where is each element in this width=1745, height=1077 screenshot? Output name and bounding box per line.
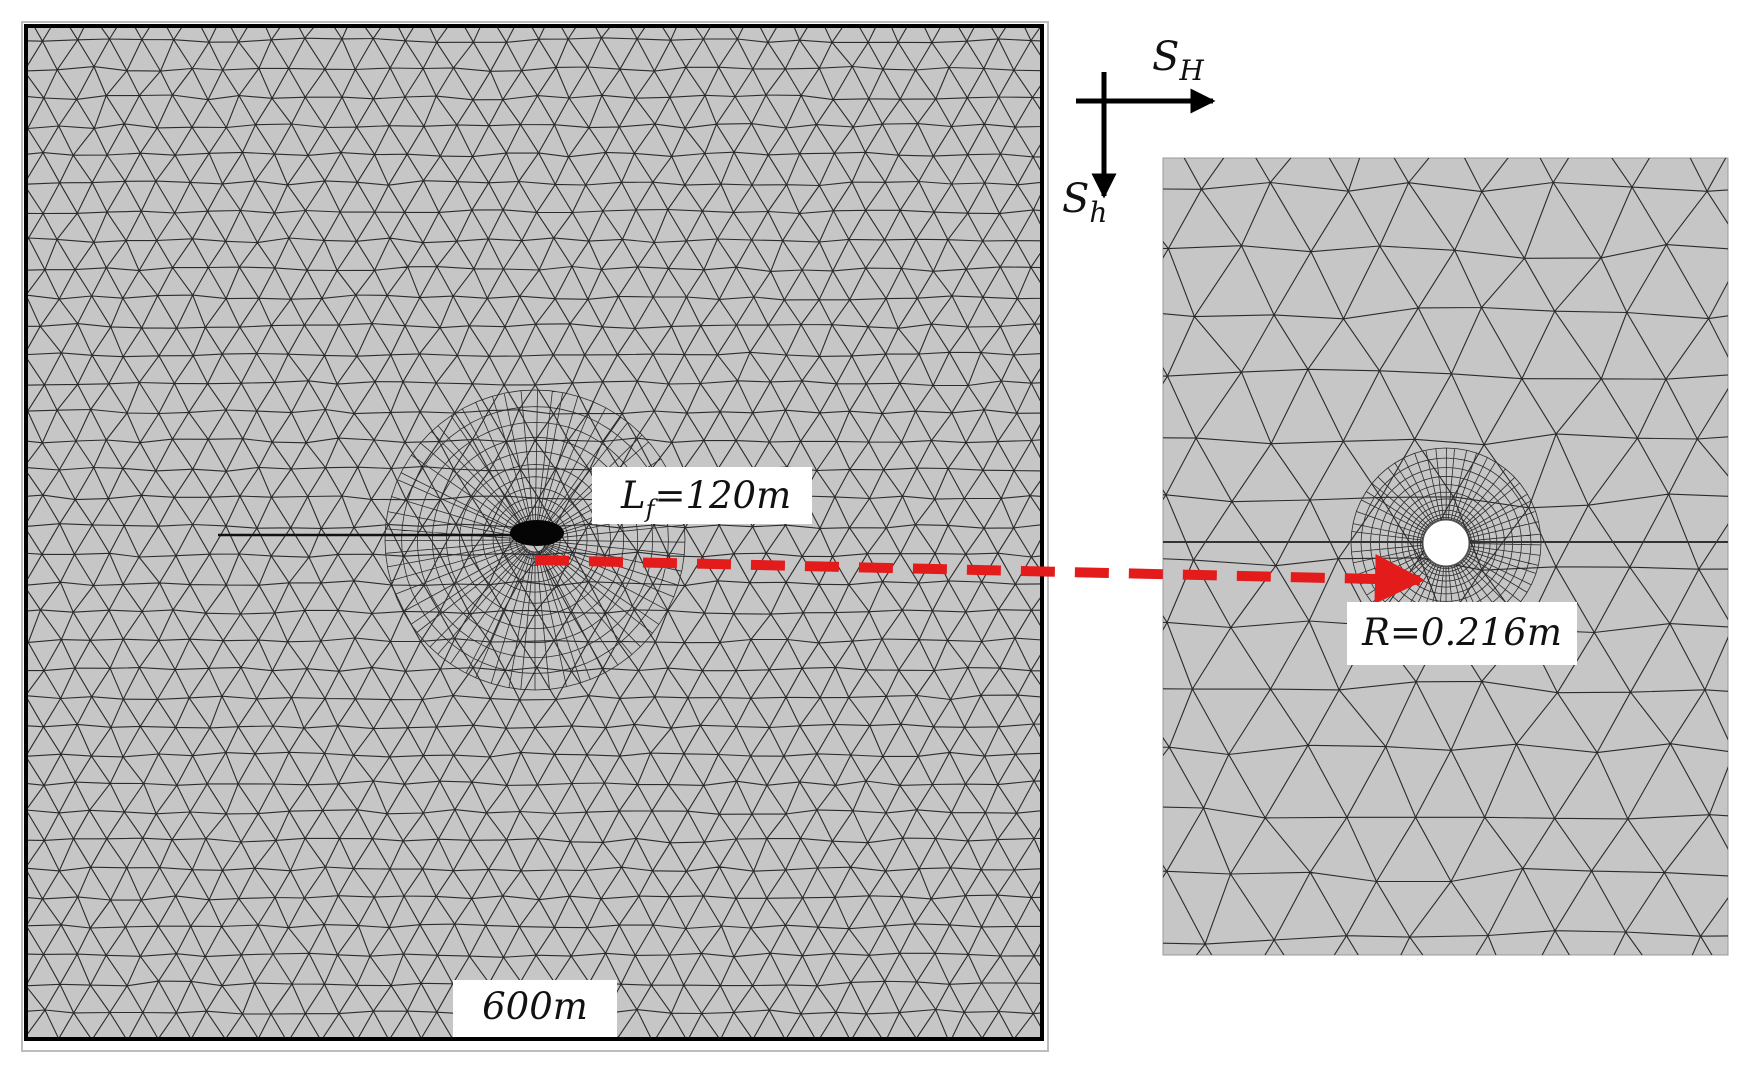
fracture-length-label: Lf=120m [592,467,812,524]
svg-text:R=0.216m: R=0.216m [1361,611,1562,654]
wellbore-hole [1422,519,1470,567]
global-mesh-panel [21,21,1049,1052]
wellbore-radius-label: R=0.216m [1347,602,1577,665]
global-mesh-frame [24,24,1044,1041]
zoomed-mesh-triangles [1163,158,1728,955]
zoomed-mesh-panel [1162,157,1729,956]
sh-max-label: SH [1152,34,1204,87]
refined-mesh-cluster [510,520,564,546]
stress-axes: SH Sh [1062,34,1216,229]
domain-size-label: 600m [453,980,617,1037]
sh-min-label: Sh [1062,176,1107,229]
svg-text:Lf=120m: Lf=120m [620,474,791,523]
zoom-connector-arrow [534,553,1425,604]
svg-text:600m: 600m [482,985,588,1028]
